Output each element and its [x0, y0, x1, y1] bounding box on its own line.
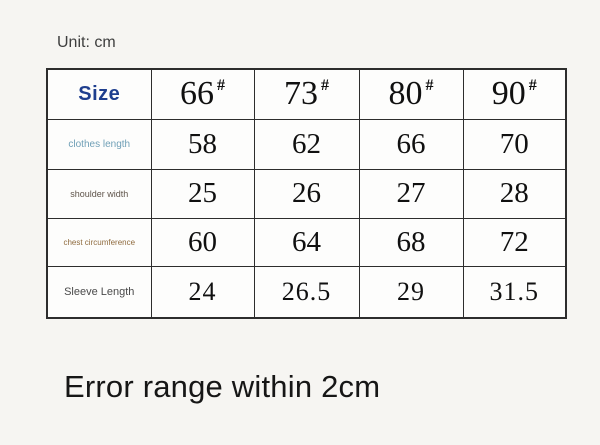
table-row-clothes-length: clothes length 58 62 66 70	[46, 118, 567, 170]
table-cell: 72	[462, 217, 567, 267]
table-cell: 66	[358, 118, 464, 170]
table-cell: 64	[253, 217, 360, 267]
hash-superscript: #	[321, 77, 329, 95]
size-number: 80	[388, 75, 423, 113]
unit-label: Unit: cm	[57, 34, 116, 51]
table-cell: 26	[253, 168, 360, 219]
table-cell: 62	[253, 118, 360, 170]
size-column-header-90: 90 #	[462, 68, 567, 120]
size-number: 73	[284, 75, 318, 113]
size-chart-table: Size 66 # 73 # 80 # 90 # clothes length 58 6…	[46, 68, 567, 319]
hash-superscript: #	[528, 77, 537, 95]
table-cell: 70	[462, 118, 567, 170]
size-column-header-66: 66 #	[150, 68, 255, 120]
table-cell: 24	[150, 265, 255, 319]
size-number: 66	[180, 75, 214, 113]
size-column-header-80: 80 #	[358, 68, 464, 120]
row-label-sleeve-length: Sleeve Length	[46, 265, 152, 319]
error-range-note: Error range within 2cm	[64, 369, 381, 404]
table-cell: 25	[150, 168, 255, 219]
hash-superscript: #	[217, 77, 225, 95]
table-cell: 29	[358, 265, 464, 319]
cropped-page-title-text: Size chart	[210, 0, 475, 5]
table-cell: 28	[462, 168, 567, 219]
table-row-chest-circumference: chest circumference 60 64 68 72	[46, 217, 567, 267]
row-label-shoulder-width: shoulder width	[46, 168, 152, 219]
table-cell: 26.5	[253, 265, 360, 319]
row-label-clothes-length: clothes length	[46, 118, 152, 170]
table-row-shoulder-width: shoulder width 25 26 27 28	[46, 168, 567, 219]
size-corner-header: Size	[46, 68, 152, 120]
row-label-chest-circumference: chest circumference	[46, 217, 152, 267]
hash-superscript: #	[425, 77, 434, 95]
size-column-header-73: 73 #	[253, 68, 360, 120]
table-cell: 68	[358, 217, 464, 267]
table-cell: 31.5	[462, 265, 567, 319]
table-cell: 27	[358, 168, 464, 219]
table-cell: 60	[150, 217, 255, 267]
table-cell: 58	[150, 118, 255, 170]
table-header-row: Size 66 # 73 # 80 # 90 #	[46, 68, 567, 120]
cropped-page-title: Size chart	[210, 0, 475, 5]
table-row-sleeve-length: Sleeve Length 24 26.5 29 31.5	[46, 265, 567, 319]
size-number: 90	[491, 75, 526, 113]
